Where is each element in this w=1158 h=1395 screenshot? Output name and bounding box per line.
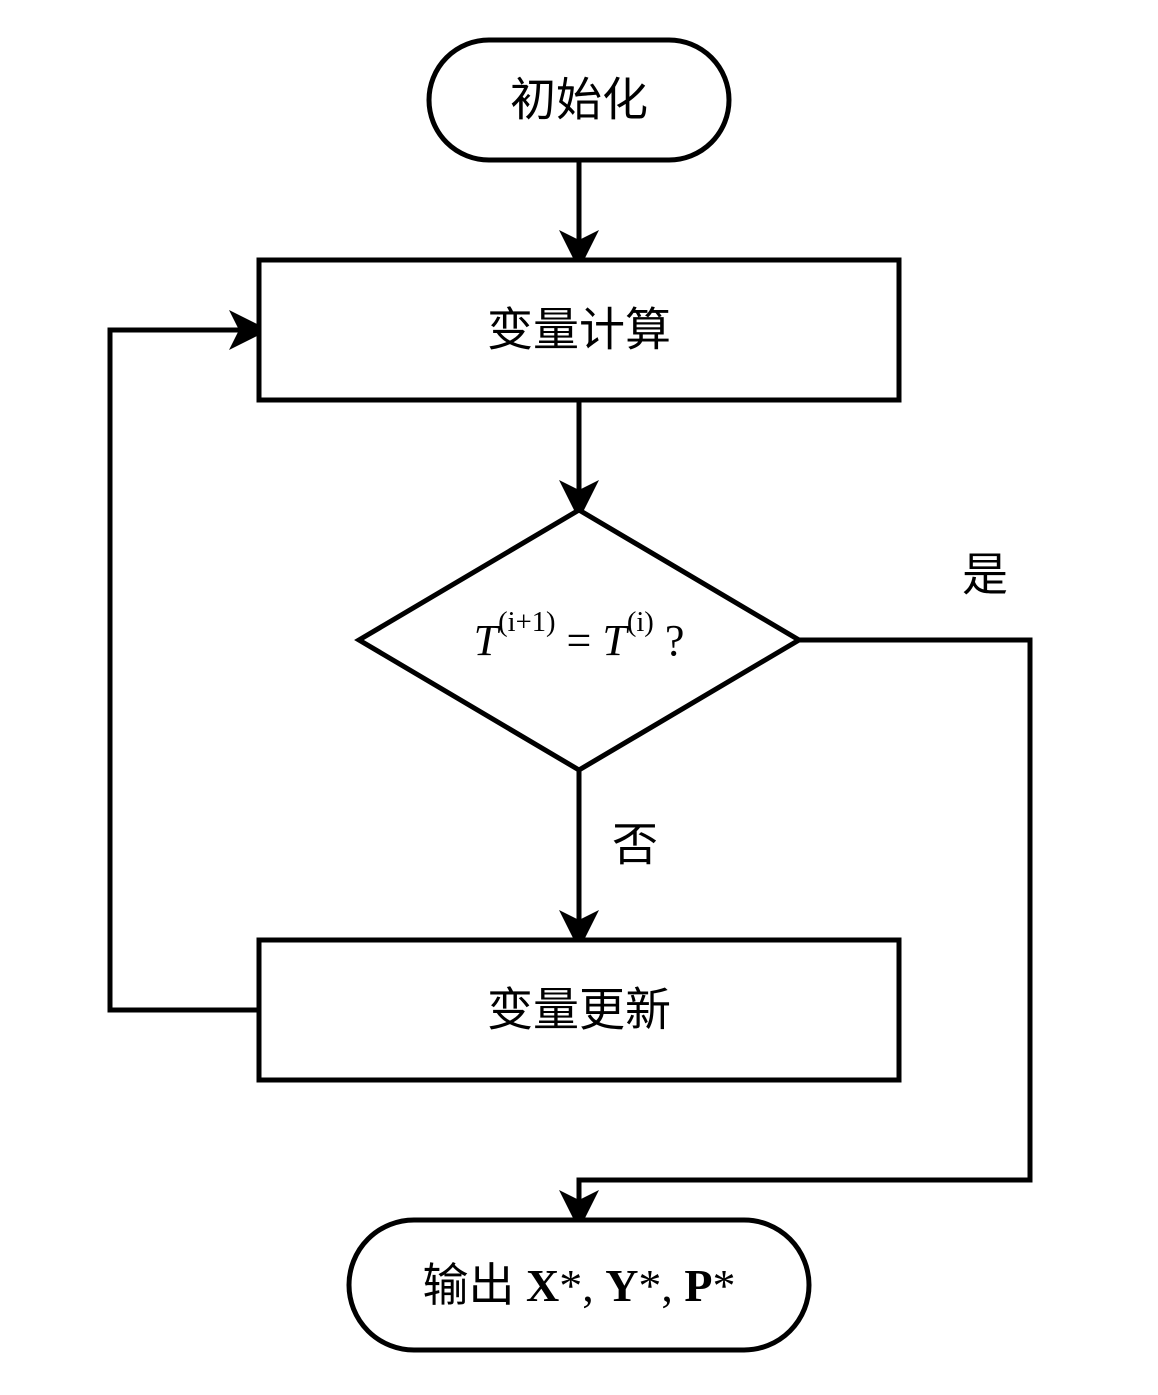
svg-text:否: 否: [612, 820, 658, 871]
flowchart: 初始化变量计算T(i+1) = T(i) ?变量更新输出 X*, Y*, P* …: [0, 0, 1158, 1395]
update-label: 变量更新: [487, 985, 671, 1036]
output-label: 输出 X*, Y*, P*: [422, 1260, 735, 1311]
start-label: 初始化: [510, 75, 648, 126]
compute-label: 变量计算: [487, 305, 671, 356]
svg-text:是: 是: [962, 550, 1008, 601]
